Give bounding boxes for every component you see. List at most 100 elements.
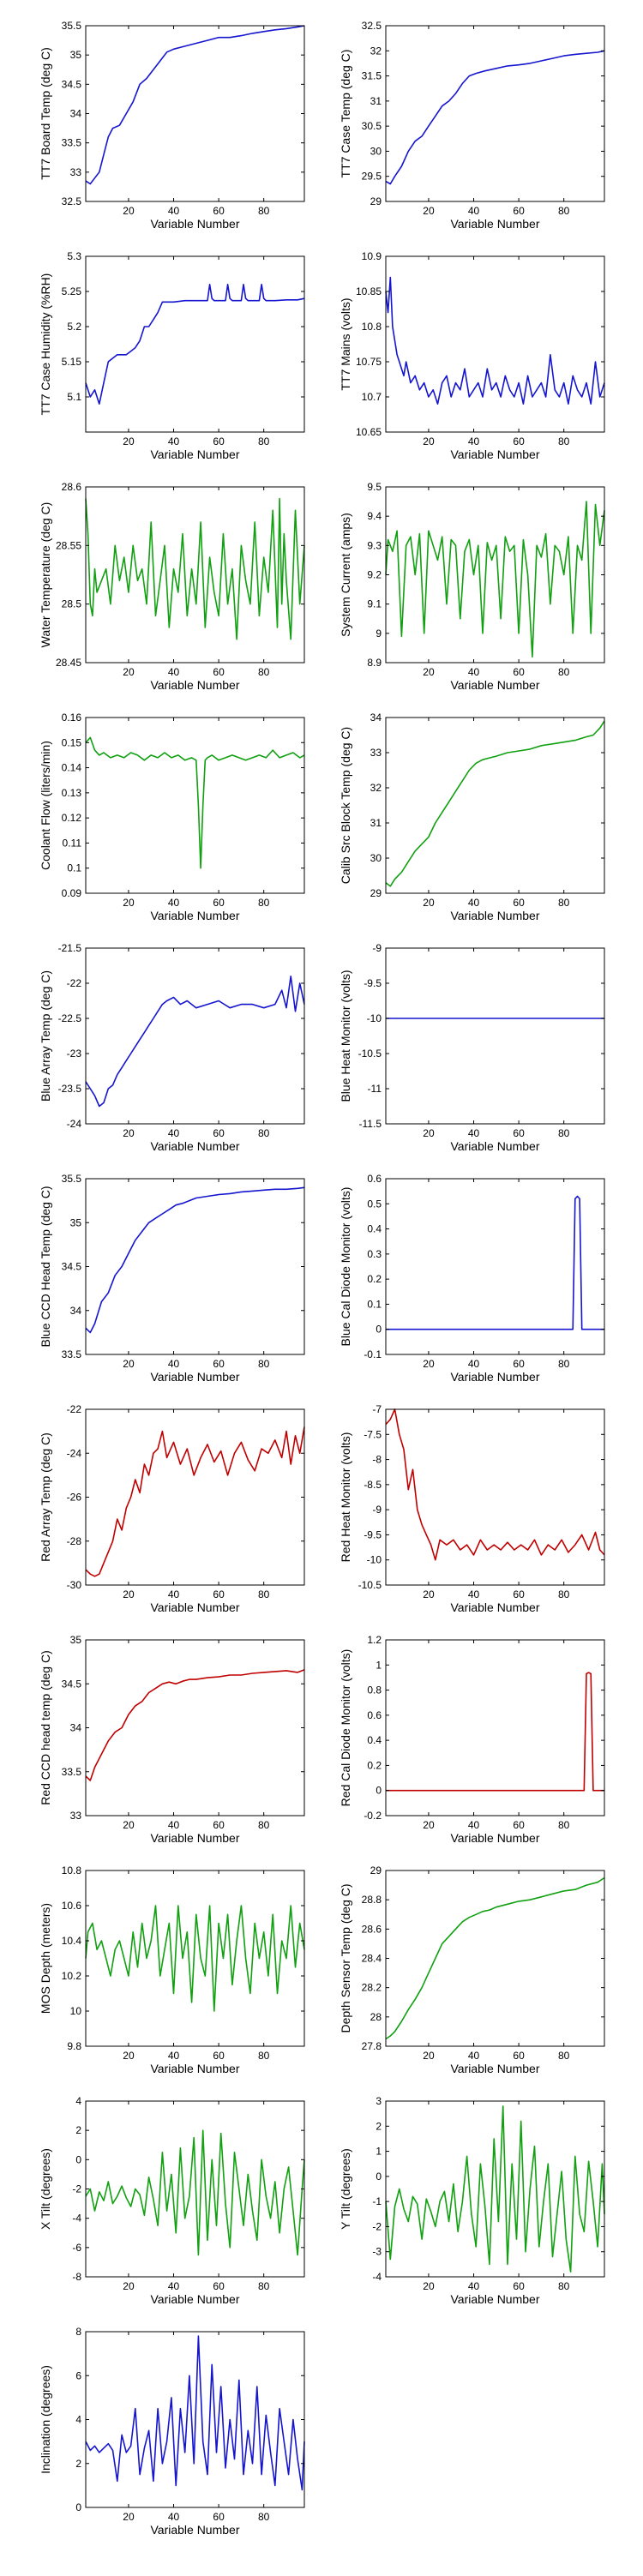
y-tick-label: 35 [70,1634,82,1646]
y-tick-label: 5.3 [67,250,81,262]
chart-panel-17: 10.8 10.6 10.4 10.2 10 9.8 20 40 60 80 Variable Nu… [39,1864,305,2075]
x-tick-label: 20 [123,1358,135,1370]
y-tick-label: 0 [376,1785,382,1797]
series-line [386,1672,604,1792]
y-tick-label: -22.5 [58,1012,82,1024]
axes-box [385,486,605,664]
series-line [85,2129,305,2256]
x-tick-label: 80 [258,435,270,447]
y-tick-label: -11.5 [359,1118,382,1130]
x-tick-label: 80 [258,2050,270,2062]
axes-box [385,717,605,894]
y-tick-label: 10.7 [362,391,382,403]
y-tick-label: -28 [67,1535,82,1547]
y-tick-label: 10.85 [356,285,382,297]
chart-panel-18: 29 28.8 28.6 28.4 28.2 28 27.8 20 40 60 80 Variable… [339,1864,605,2075]
y-tick-label: -26 [67,1492,82,1504]
y-tick-label: -24 [67,1118,82,1130]
x-axis-label: Variable Number [450,1139,539,1153]
y-axis-label: Coolant Flow (liters/min) [39,741,52,870]
axes-box [85,255,305,433]
y-axis-label: Inclination (degrees) [39,2365,52,2474]
series-line [85,1426,305,1577]
x-tick-label: 80 [558,666,570,678]
y-tick-label: 33.5 [62,1348,82,1360]
y-tick-label: 34 [70,1722,82,1734]
y-tick-label: 9.2 [367,569,382,581]
series-line [85,1905,305,2012]
x-axis-label: Variable Number [450,1831,539,1845]
y-tick-label: -23.5 [58,1083,82,1095]
x-tick-label: 80 [258,2511,270,2523]
chart-panel-4: 10.9 10.85 10.8 10.75 10.7 10.65 20 40 60 80 Varia… [339,250,605,461]
x-tick-label: 80 [558,205,570,217]
y-tick-label: -7 [372,1403,382,1415]
y-tick-label: 2 [75,2458,81,2470]
y-axis-label: TT7 Board Temp (deg C) [39,47,52,180]
y-tick-label: 0 [75,2153,81,2165]
y-tick-label: 28.4 [362,1953,382,1965]
x-tick-label: 20 [123,666,135,678]
y-tick-label: 34.5 [62,1261,82,1273]
x-tick-label: 60 [213,897,225,909]
y-axis-label: Red Heat Monitor (volts) [339,1432,352,1563]
series-line [85,283,305,405]
x-axis-label: Variable Number [150,2523,239,2537]
series-line [85,497,305,640]
x-tick-label: 40 [168,666,180,678]
axes-box [385,1408,605,1586]
y-axis-label: Blue Heat Monitor (volts) [339,970,352,1102]
y-tick-label: 9.8 [67,2040,81,2052]
x-tick-label: 80 [558,2050,570,2062]
x-tick-label: 40 [468,435,480,447]
x-tick-label: 40 [468,1588,480,1600]
y-tick-label: 29.5 [362,171,382,183]
chart-panel-2: 32.5 32 31.5 31 30.5 30 29.5 29 20 40 60 80 Variable… [339,20,605,231]
x-tick-label: 80 [258,1588,270,1600]
y-axis-label: Blue Array Temp (deg C) [39,970,52,1102]
x-tick-label: 60 [513,666,525,678]
y-tick-label: 33.5 [62,137,82,149]
x-tick-label: 60 [213,205,225,217]
x-tick-label: 20 [423,435,435,447]
y-tick-label: 5.25 [62,285,82,297]
x-tick-label: 80 [558,435,570,447]
y-tick-label: 31 [370,95,382,107]
y-tick-label: 28.45 [56,657,81,669]
y-tick-label: -30 [67,1579,82,1591]
x-tick-label: 20 [423,2280,435,2292]
axes-box [85,1408,305,1586]
x-axis-label: Variable Number [450,2292,539,2306]
y-tick-label: 9.1 [367,598,382,610]
axes-box [385,255,605,433]
y-axis-label: System Current (amps) [339,513,352,637]
y-tick-label: 0.16 [62,712,82,724]
y-tick-label: 0.11 [63,837,82,849]
axes-box [385,1870,605,2047]
y-tick-label: 1.2 [367,1634,382,1646]
y-tick-label: 28.55 [56,539,81,551]
y-tick-label: -9 [372,942,382,954]
y-tick-label: 34 [370,712,382,724]
x-tick-label: 20 [423,1358,435,1370]
y-tick-label: 32 [370,45,382,57]
x-tick-label: 40 [468,897,480,909]
x-tick-label: 20 [423,2050,435,2062]
x-tick-label: 60 [513,205,525,217]
y-axis-label: Depth Sensor Temp (deg C) [339,1883,352,2033]
x-tick-label: 20 [123,1127,135,1139]
series-line [85,1669,305,1781]
y-tick-label: -0.2 [364,1810,382,1822]
x-tick-label: 80 [258,666,270,678]
x-tick-label: 60 [513,2280,525,2292]
series-line [385,1876,605,2040]
y-tick-label: 0.5 [367,1198,382,1210]
y-tick-label: 0.4 [367,1223,382,1235]
chart-panel-9: -21.5 -22 -22.5 -23 -23.5 -24 20 40 60 80 Variable… [39,942,305,1153]
x-tick-label: 20 [423,1588,435,1600]
y-tick-label: 35 [70,49,82,61]
chart-panel-3: 5.3 5.25 5.2 5.15 5.1 20 40 60 80 Variable Number… [39,250,305,461]
series-line [385,720,605,887]
x-tick-label: 40 [168,1127,180,1139]
